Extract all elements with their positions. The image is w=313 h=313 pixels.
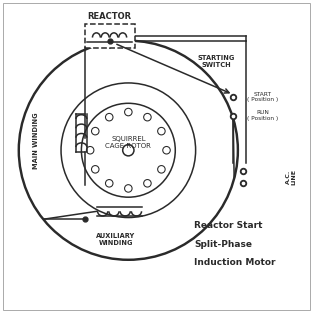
Text: MAIN WINDING: MAIN WINDING <box>33 113 39 169</box>
Text: START
( Position ): START ( Position ) <box>247 92 279 102</box>
Text: Induction Motor: Induction Motor <box>194 259 275 267</box>
Text: RUN
( Position ): RUN ( Position ) <box>247 110 279 121</box>
Text: SQUIRREL
CAGE ROTOR: SQUIRREL CAGE ROTOR <box>105 136 151 149</box>
Circle shape <box>19 41 238 260</box>
Text: A.C.
LINE: A.C. LINE <box>286 169 296 185</box>
Bar <box>85 24 135 48</box>
Text: AUXILIARY
WINDING: AUXILIARY WINDING <box>96 233 136 246</box>
Circle shape <box>81 103 175 197</box>
Text: STARTING
SWITCH: STARTING SWITCH <box>197 54 234 68</box>
Text: Split-Phase: Split-Phase <box>194 240 252 249</box>
Text: Reactor Start: Reactor Start <box>194 221 263 230</box>
Text: REACTOR: REACTOR <box>88 12 131 21</box>
